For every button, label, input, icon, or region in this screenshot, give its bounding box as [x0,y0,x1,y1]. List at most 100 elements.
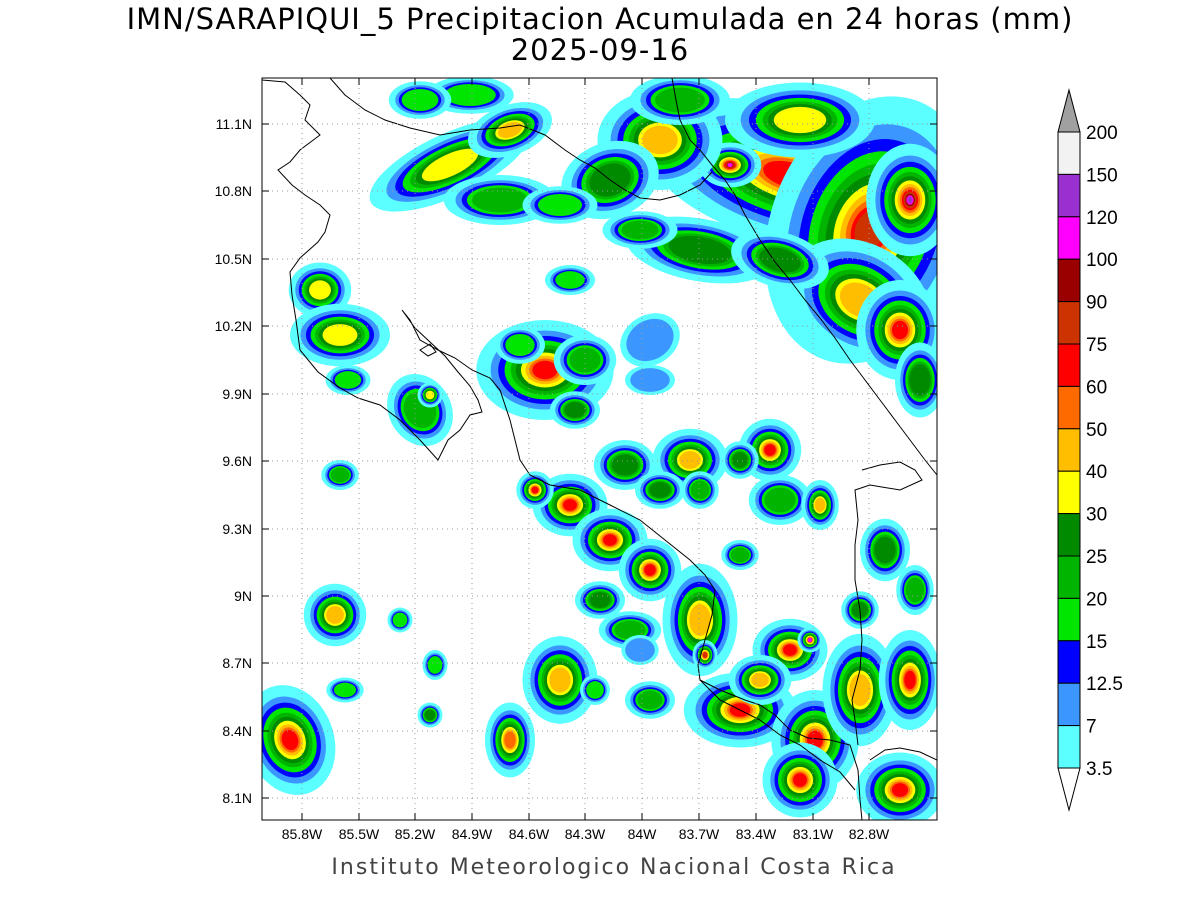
rain-cell [504,731,516,749]
colorbar-label: 30 [1086,505,1107,526]
rain-cell [891,783,909,797]
rain-cell [330,467,350,483]
colorbar-swatch [1057,131,1081,175]
rain-cell [649,482,671,498]
rain-cell [549,667,571,693]
lat-tick-label: 10.8N [215,183,252,199]
lon-tick-label: 85.8W [282,826,323,842]
rain-cell [891,320,909,340]
rain-cell [563,499,577,511]
burica-coast [869,747,937,761]
map-frame [261,77,938,821]
rain-cell [425,390,435,400]
rain-cell [537,193,583,217]
nicoya-gulf-island [419,343,437,357]
colorbar-label: 60 [1086,377,1107,398]
rain-cell [603,534,617,546]
colorbar-over-triangle [1057,88,1081,133]
lon-tick-label: 83.1W [793,826,834,842]
rain-cell [334,371,362,389]
colorbar-swatch [1057,682,1081,727]
colorbar-swatch [1057,385,1081,430]
rain-cell [401,88,439,112]
rain-cell [730,547,750,563]
colorbar-label: 15 [1086,632,1107,653]
latitude-labels: 11.1N 10.8N 10.5N 10.2N 9.9N 9.6N 9.3N 9N 8.7N 8.… [215,116,252,806]
rain-cell [905,577,925,603]
rain-cell [655,87,705,113]
colorbar-label: 7 [1086,717,1097,738]
colorbar-under-triangle [1057,767,1081,812]
rain-cell [703,652,707,658]
colorbar-swatch [1057,470,1081,515]
rain-cell [309,280,331,300]
colorbar-swatch [1057,301,1081,345]
rain-cell [764,444,776,456]
rain-cell [751,672,769,688]
lat-tick-label: 8.7N [222,655,252,671]
precipitation-field [262,78,937,820]
rain-cell [505,333,535,357]
map-date: 2025-09-16 [510,33,690,67]
colorbar-label: 12.5 [1086,674,1123,695]
rain-cell [764,487,796,513]
rain-cell [569,347,601,373]
colorbar-swatch [1057,640,1081,684]
rain-cell [589,592,611,608]
rain-cell [630,368,670,392]
rain-cell [644,564,656,576]
lon-tick-label: 85.2W [395,826,436,842]
rain-cell [626,318,674,362]
rain-cell [472,187,528,213]
rain-cell [814,497,826,513]
rain-cell [326,606,344,624]
rain-cell [642,125,678,155]
colorbar-label: 150 [1086,165,1118,186]
rain-cell [532,360,558,380]
colorbar-label: 40 [1086,462,1107,483]
rain-cell [392,612,408,628]
northern-border [329,78,713,201]
caribbean-coastline [671,78,937,476]
lon-tick-label: 84.6W [509,826,550,842]
rain-cell [808,638,812,642]
rain-cell [904,670,916,690]
colorbar-swatch [1057,555,1081,599]
lat-tick-label: 9.6N [222,453,252,469]
rain-cell [621,220,659,240]
lon-tick-label: 84W [628,826,658,842]
rain-cell [679,451,701,469]
colorbar-label: 90 [1086,293,1107,314]
rain-cell [586,681,604,699]
rain-cell [690,480,710,500]
colorbar-label: 200 [1086,123,1118,144]
map-title: IMN/SARAPIQUI_5 Precipitacion Acumulada … [126,2,1074,36]
longitude-labels: 85.8W 85.5W 85.2W 84.9W 84.6W 84.3W 84W 83.7W 83… [282,826,890,842]
rain-cell [281,729,299,751]
rain-cell [793,773,807,787]
lon-tick-label: 84.9W [452,826,493,842]
rain-cell [333,682,357,698]
southern-border [851,461,923,746]
rain-cell [849,673,871,707]
colorbar-label: 120 [1086,208,1118,229]
lat-tick-label: 11.1N [216,116,252,132]
rain-cell [611,454,639,476]
colorbar-label: 75 [1086,335,1107,356]
lon-tick-label: 83.7W [679,826,720,842]
rain-cell [689,603,711,637]
colorbar-swatch [1057,513,1081,557]
precipitation-colorbar: 200 150 120 100 90 75 60 50 40 30 25 20 15 12.5 7 3.5 [1057,88,1123,812]
colorbar-label: 50 [1086,420,1107,441]
colorbar-swatch [1057,597,1081,642]
lat-tick-label: 9N [234,588,252,604]
lat-tick-label: 10.5N [215,251,252,267]
colorbar-label: 100 [1086,250,1118,271]
lon-tick-label: 84.3W [565,826,606,842]
lat-lon-grid [262,78,937,820]
lat-tick-label: 10.2N [215,318,252,334]
colorbar-swatch [1057,173,1081,218]
rain-cell [874,536,896,564]
rain-cell [783,644,797,656]
